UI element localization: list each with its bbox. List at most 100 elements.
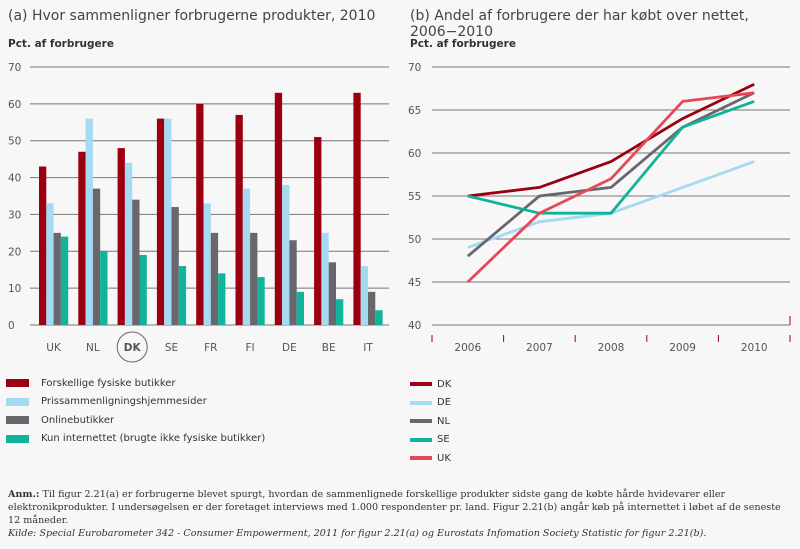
- y-tick-label: 70: [408, 62, 421, 74]
- bar: [210, 232, 219, 325]
- x-tick-label: UK: [46, 342, 62, 354]
- y-tick-label: 50: [8, 136, 21, 148]
- y-tick-label: 70: [8, 62, 21, 74]
- legend-item: Onlinebutikker: [6, 411, 265, 430]
- note-text: Til figur 2.21(a) er forbrugerne blevet …: [8, 489, 781, 526]
- chart-a-legend: Forskellige fysiske butikker Prissammenl…: [6, 374, 265, 448]
- bar: [156, 118, 165, 325]
- y-tick-label: 60: [8, 99, 21, 111]
- legend-swatch: [6, 397, 29, 406]
- legend-item: DK: [410, 375, 451, 394]
- legend-swatch: [410, 400, 432, 405]
- bar: [250, 232, 258, 325]
- bar: [328, 262, 336, 325]
- legend-label: DE: [437, 397, 452, 409]
- bar: [39, 166, 47, 325]
- x-tick-label: SE: [165, 342, 178, 354]
- y-tick-label: 60: [408, 148, 421, 160]
- y-tick-label: 40: [408, 320, 421, 332]
- bar: [257, 277, 265, 325]
- series-line-dk: [467, 82, 755, 198]
- legend-swatch: [6, 434, 29, 443]
- legend-item: SE: [410, 431, 451, 450]
- legend-label: Onlinebutikker: [41, 414, 115, 426]
- legend-swatch: [410, 382, 432, 387]
- bar: [132, 199, 140, 325]
- series-line-de: [467, 160, 755, 249]
- legend-swatch: [6, 379, 29, 388]
- source: Kilde: Special Eurobarometer 342 - Consu…: [8, 528, 707, 539]
- series-line-uk: [466, 91, 755, 284]
- chart-b-legend: DK DE NL SE UK: [410, 375, 451, 468]
- bar: [53, 232, 61, 325]
- note: Anm.: Til figur 2.21(a) er forbrugerne b…: [8, 488, 793, 527]
- note-label: Anm.:: [8, 489, 40, 500]
- legend-item: DE: [410, 394, 451, 413]
- series-line-se: [467, 100, 755, 215]
- x-tick-label: 2008: [598, 342, 625, 354]
- y-tick-label: 40: [8, 173, 21, 185]
- bar: [124, 162, 133, 325]
- bar: [289, 240, 297, 325]
- highlight-circle: [116, 331, 148, 363]
- legend-swatch: [410, 456, 432, 461]
- bar: [235, 114, 243, 326]
- chart-b-ylabel: Pct. af forbrugere: [410, 38, 516, 50]
- bar: [314, 137, 322, 325]
- x-tick-label: 2010: [741, 342, 768, 354]
- chart-a-title: (a) Hvor sammenligner forbrugerne produk…: [8, 8, 376, 24]
- series-line-nl: [466, 91, 755, 258]
- y-tick-label: 55: [408, 191, 421, 203]
- x-tick-label: BE: [322, 342, 336, 354]
- chart-b-title: (b) Andel af forbrugere der har købt ove…: [410, 8, 749, 40]
- bar: [178, 266, 187, 325]
- legend-item: Prissammenligningshjemmesider: [6, 393, 265, 412]
- legend-swatch: [410, 419, 432, 424]
- bar: [164, 118, 172, 325]
- bar: [117, 148, 125, 325]
- bar: [196, 103, 204, 325]
- bar: [336, 299, 344, 325]
- bar: [60, 236, 69, 325]
- legend-label: DK: [437, 378, 452, 390]
- y-tick-label: 45: [408, 277, 421, 289]
- legend-label: Kun internettet (brugte ikke fysiske but…: [41, 433, 266, 445]
- x-tick-label: IT: [363, 342, 373, 354]
- y-tick-label: 0: [8, 320, 15, 332]
- bar: [78, 151, 86, 325]
- legend-item: UK: [410, 449, 451, 468]
- legend-item: Kun internettet (brugte ikke fysiske but…: [6, 430, 265, 449]
- bar: [139, 254, 147, 325]
- bar: [274, 92, 283, 325]
- legend-swatch: [410, 437, 432, 442]
- bar: [321, 232, 329, 325]
- bar: [368, 291, 376, 325]
- x-tick-label: 2007: [526, 342, 553, 354]
- bar: [171, 207, 179, 325]
- legend-label: Forskellige fysiske butikker: [41, 377, 176, 389]
- x-tick-label: NL: [86, 342, 100, 354]
- chart-a-ylabel: Pct. af forbrugere: [8, 38, 114, 50]
- legend-label: Prissammenligningshjemmesider: [41, 396, 207, 408]
- legend-label: UK: [437, 452, 451, 464]
- legend-label: SE: [437, 434, 450, 446]
- legend-item: Forskellige fysiske butikker: [6, 374, 265, 393]
- x-tick-label: DK: [124, 342, 142, 354]
- legend-label: NL: [437, 415, 451, 427]
- bar: [353, 92, 361, 325]
- bar: [360, 266, 368, 325]
- x-tick-label: FR: [204, 342, 217, 354]
- y-tick-label: 65: [408, 105, 421, 117]
- x-tick-label: 2006: [454, 342, 481, 354]
- legend-item: NL: [410, 412, 451, 431]
- x-tick-label: 2009: [669, 342, 696, 354]
- bar: [100, 251, 108, 325]
- bar: [282, 184, 290, 325]
- bar: [85, 118, 93, 325]
- bar: [46, 203, 54, 325]
- bar: [218, 273, 226, 325]
- x-tick-label: FI: [246, 342, 255, 354]
- bar: [375, 310, 383, 325]
- bar: [92, 188, 101, 325]
